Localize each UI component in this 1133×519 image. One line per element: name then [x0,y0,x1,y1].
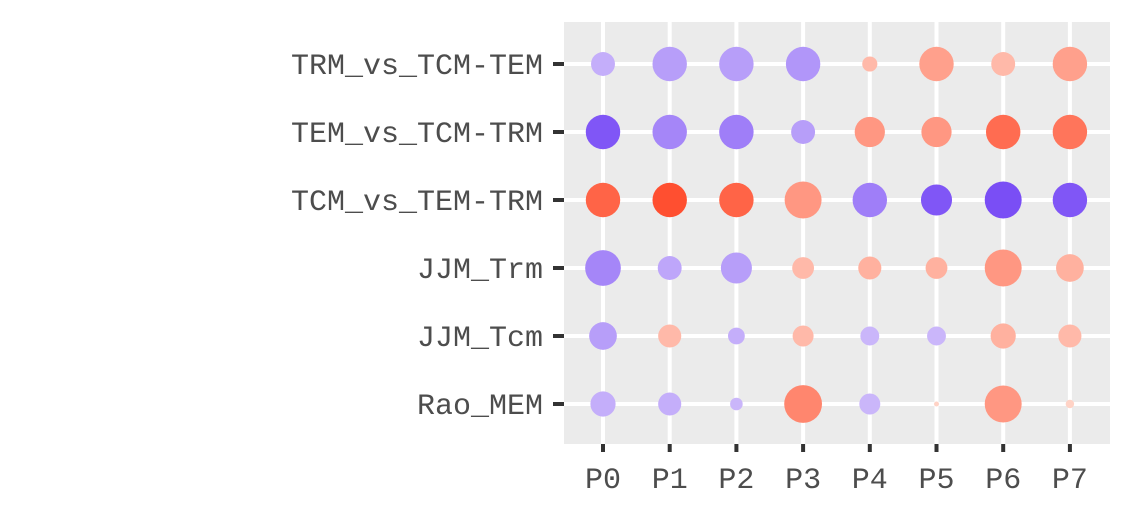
data-point [920,184,953,216]
data-point [984,385,1022,423]
data-point [719,182,754,218]
data-point [719,114,754,150]
data-point [925,257,948,279]
data-point [652,46,687,82]
data-point [585,182,621,218]
data-point [591,52,615,76]
data-point [1056,254,1084,282]
data-point [984,181,1022,219]
data-point [585,114,621,150]
data-point [658,392,682,416]
data-point [1065,399,1075,409]
data-point [792,325,814,347]
data-point [590,391,616,417]
data-point [1058,324,1082,348]
x-tick-label: P6 [985,464,1021,498]
data-point [589,322,617,350]
data-point [657,256,682,280]
data-point [1052,46,1088,82]
x-tick-label: P4 [852,464,888,498]
data-point [658,324,682,348]
data-point [585,250,621,286]
x-tick-label: P3 [785,464,821,498]
data-point [862,56,878,72]
y-axis: TRM_vs_TCM-TEM TEM_vs_TCM-TRM TCM_vs_TEM-T… [291,50,564,424]
data-point [720,252,752,284]
data-point [784,385,822,423]
data-point [792,257,815,279]
data-point [859,393,881,415]
y-tick-label: JJM_Trm [417,254,543,288]
x-axis: P0 P1 P2 P3 P4 P5 P6 P7 [585,444,1088,498]
data-point [854,116,885,148]
data-point [1052,114,1088,150]
data-point [921,116,952,148]
x-tick-label: P1 [652,464,688,498]
panel-background [564,22,1110,444]
data-point [784,181,822,219]
data-point [652,182,687,218]
data-point [785,46,821,82]
y-tick-label: JJM_Tcm [417,322,543,356]
data-point [1052,182,1088,218]
data-point [860,326,880,346]
x-tick-label: P5 [918,464,954,498]
data-point [852,182,888,218]
data-point [927,326,946,346]
data-point [719,46,754,82]
y-tick-label: Rao_MEM [417,390,543,424]
y-tick-label: TCM_vs_TEM-TRM [291,186,543,220]
data-point [728,327,745,345]
data-point [990,323,1016,349]
data-point [858,256,882,280]
data-point [791,120,816,144]
data-point [652,114,687,150]
x-tick-label: P7 [1052,464,1088,498]
data-point [985,114,1021,150]
data-points [585,46,1088,423]
data-point [730,397,743,411]
data-point [919,46,954,82]
x-tick-label: P2 [718,464,754,498]
y-tick-label: TEM_vs_TCM-TRM [291,118,543,152]
y-tick-label: TRM_vs_TCM-TEM [291,50,543,84]
data-point [934,401,939,407]
data-point [984,249,1022,287]
data-point [991,52,1016,76]
x-tick-label: P0 [585,464,621,498]
